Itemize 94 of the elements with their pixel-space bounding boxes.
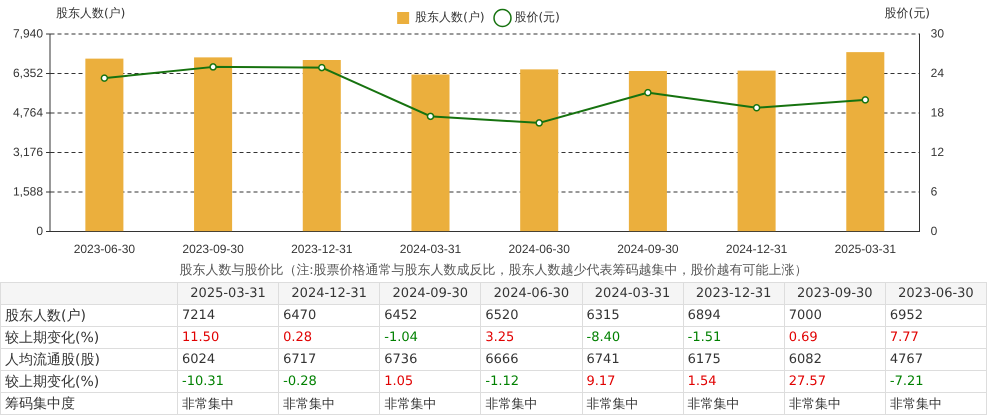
data-label: 1.05 (380, 370, 481, 392)
legend-label: 股东人数(户) (415, 10, 485, 24)
data-label: 6470 (278, 304, 380, 326)
point (209, 63, 217, 71)
y2-tick-label: 24 (930, 66, 944, 80)
point (644, 88, 652, 96)
data-label: 7.77 (885, 326, 986, 348)
data-label: 6452 (380, 304, 481, 326)
y2-tick-label: 0 (930, 224, 938, 238)
y2-axis-title: 股价(元) (884, 6, 930, 20)
bar (194, 57, 232, 232)
legend-label: 人均流通股(股) (0, 348, 178, 370)
data-label: 非常集中 (480, 392, 582, 414)
legend-label: 筹码集中度 (0, 392, 178, 414)
x-tick-label: 2024-09-30 (617, 242, 679, 256)
text: 较上期变化(%) (0, 370, 178, 392)
data-label: -1.12 (480, 370, 582, 392)
data-label: -1.51 (683, 326, 784, 348)
point (318, 64, 326, 72)
x-tick-label: 2023-12-31 (291, 242, 353, 256)
data-label: -0.28 (278, 370, 380, 392)
point (752, 104, 760, 112)
text: 较上期变化(%) (0, 326, 178, 348)
bar (738, 70, 776, 232)
x-tick-label: 2023-06-30 (74, 242, 136, 256)
data-label: 6024 (178, 348, 279, 370)
data-label: 非常集中 (582, 392, 684, 414)
category-label: 2024-09-30 (380, 282, 481, 304)
data-label: 6952 (885, 304, 986, 326)
point (100, 74, 108, 82)
legend-label: 股价(元) (514, 10, 560, 24)
legend-label: 股东人数(户) (0, 304, 178, 326)
data-label: 0.69 (784, 326, 886, 348)
data-label: 1.54 (683, 370, 784, 392)
point (535, 119, 543, 127)
data-label: 6082 (784, 348, 886, 370)
category-label: 2024-12-31 (278, 282, 380, 304)
bar (628, 71, 667, 232)
point (862, 96, 870, 104)
y-axis-title: 股东人数(户) (56, 6, 126, 20)
category-label: 2023-09-30 (784, 282, 886, 304)
data-label: 6666 (480, 348, 582, 370)
x-tick-label: 2023-09-30 (182, 242, 244, 256)
data-label: 6894 (683, 304, 784, 326)
category-label: 2023-06-30 (885, 282, 986, 304)
bar (520, 69, 558, 232)
data-label: 6520 (480, 304, 582, 326)
y2-tick-label: 12 (930, 144, 944, 159)
bar (846, 52, 884, 232)
y-tick-label: 6,352 (13, 66, 44, 80)
data-label: -8.40 (582, 326, 684, 348)
data-label: 27.57 (784, 370, 886, 392)
data-label: 3.25 (480, 326, 582, 348)
category-label: 2025-03-31 (178, 282, 279, 304)
data-label: 6717 (278, 348, 380, 370)
data-label: 6175 (683, 348, 784, 370)
data-label: -10.31 (178, 370, 279, 392)
y-tick-label: 1,588 (13, 184, 44, 198)
data-label: 6741 (582, 348, 684, 370)
y-tick-label: 7,940 (13, 26, 44, 40)
y2-tick-label: 30 (930, 26, 944, 40)
data-label: 0.28 (278, 326, 380, 348)
y2-tick-label: 18 (930, 105, 944, 120)
data-label: 4767 (885, 348, 986, 370)
data-label: 非常集中 (683, 392, 784, 414)
data-label: 7214 (178, 304, 279, 326)
data-label: 非常集中 (784, 392, 886, 414)
category-label: 2024-03-31 (582, 282, 684, 304)
bar (411, 74, 450, 232)
y-tick-label: 4,764 (13, 105, 44, 120)
text: 股东人数与股价比（注:股票价格通常与股东人数成反比，股东人数越少代表筹码越集中，股价越有可能上涨） (178, 262, 809, 280)
data-label: 6736 (380, 348, 481, 370)
bar (85, 58, 124, 232)
y-tick-label: 3,176 (13, 144, 44, 159)
category-label: 2023-12-31 (683, 282, 784, 304)
x-tick-label: 2024-06-30 (508, 242, 570, 256)
point (426, 112, 434, 120)
data-label: 非常集中 (278, 392, 380, 414)
data-label: 9.17 (582, 370, 684, 392)
x-tick-label: 2024-12-31 (726, 242, 788, 256)
y2-tick-label: 6 (930, 184, 938, 198)
data-label: 6315 (582, 304, 684, 326)
bar (302, 60, 341, 232)
x-tick-label: 2025-03-31 (834, 242, 896, 256)
data-label: 非常集中 (885, 392, 986, 414)
data-label: 非常集中 (380, 392, 481, 414)
data-label: -1.04 (380, 326, 481, 348)
data-label: 11.50 (178, 326, 279, 348)
y-tick-label: 0 (36, 224, 44, 238)
data-label: 非常集中 (178, 392, 279, 414)
category-label: 2024-06-30 (480, 282, 582, 304)
x-tick-label: 2024-03-31 (400, 242, 462, 256)
data-label: -7.21 (885, 370, 986, 392)
data-label: 7000 (784, 304, 886, 326)
